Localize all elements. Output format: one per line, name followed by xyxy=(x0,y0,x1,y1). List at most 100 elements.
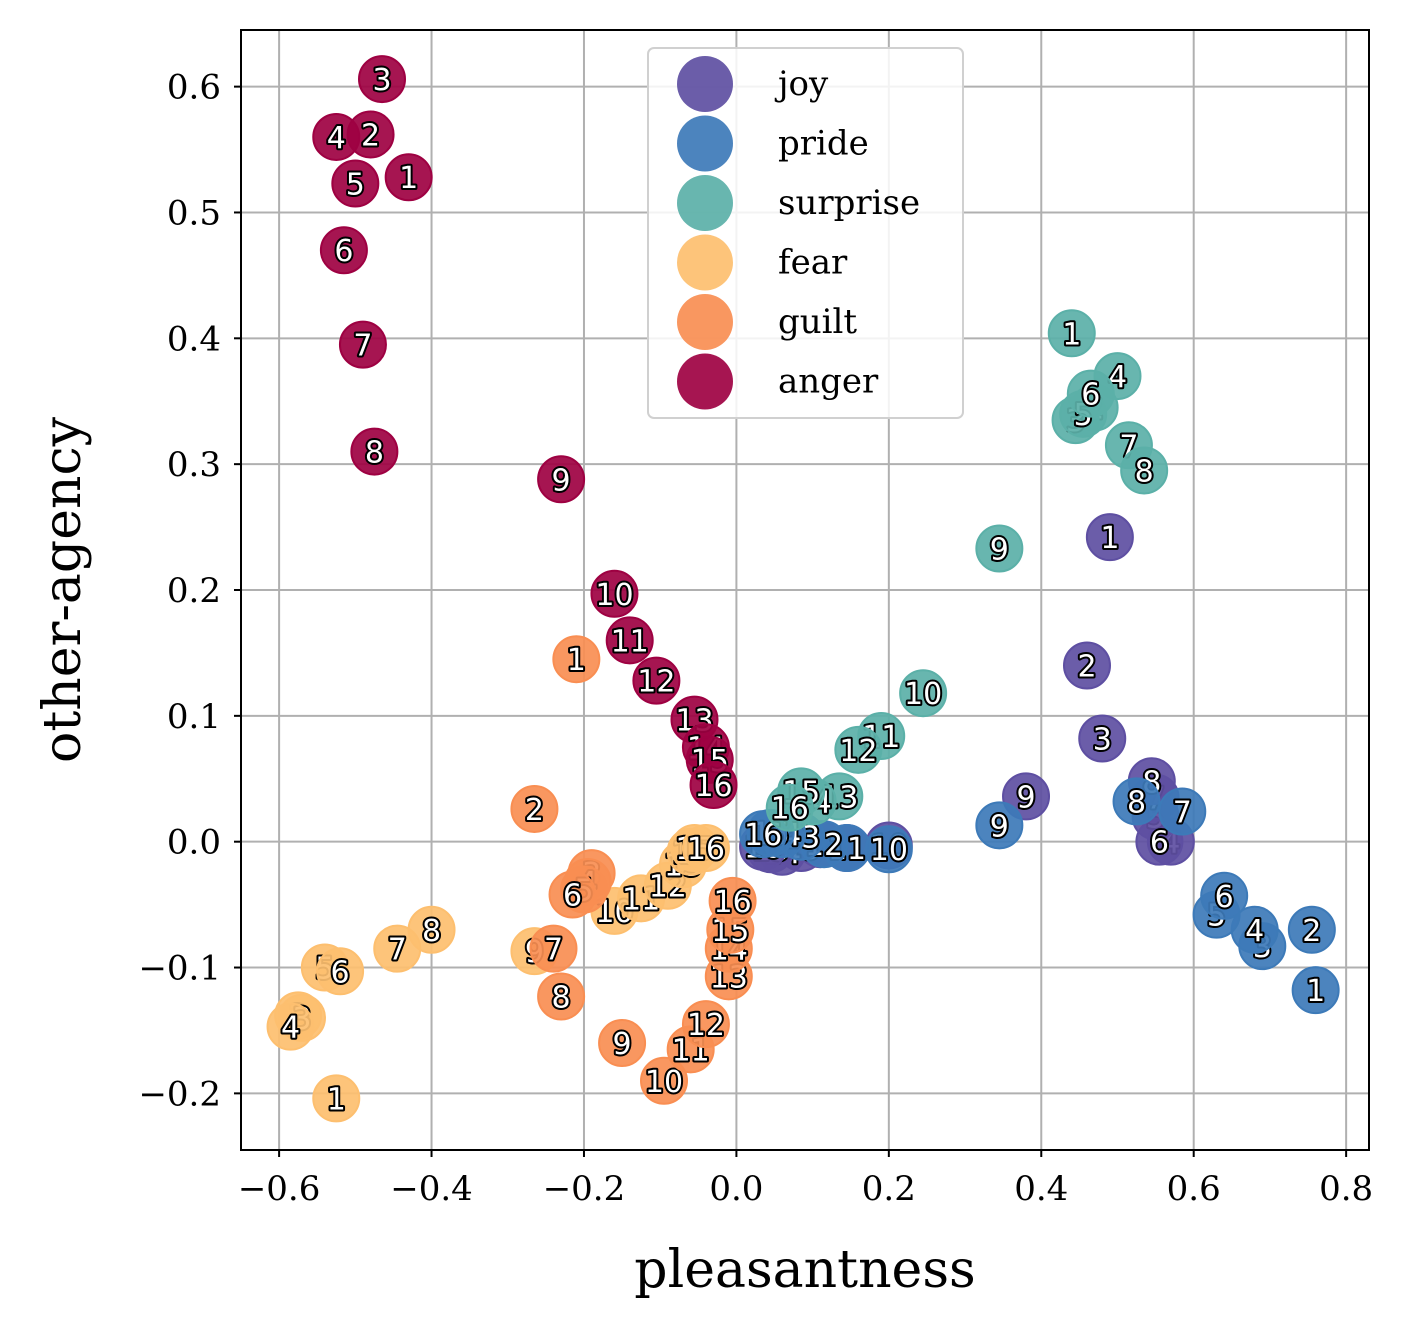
surprise-point-label: 9 xyxy=(990,532,1009,567)
surprise-point-10 xyxy=(899,669,948,718)
plot-frame xyxy=(240,29,1370,1151)
anger-point-label: 2 xyxy=(361,118,380,153)
guilt-point-label: 10 xyxy=(645,1065,683,1100)
joy-point-label: 9 xyxy=(1016,780,1035,815)
fear-point-16 xyxy=(681,823,730,872)
joy-point-label: 2 xyxy=(1077,650,1096,685)
legend-label-joy: joy xyxy=(774,64,829,104)
surprise-point-8 xyxy=(1120,446,1169,495)
guilt-point-12 xyxy=(681,1000,730,1049)
anger-point-label: 11 xyxy=(611,624,649,659)
legend-marker-pride xyxy=(677,115,733,172)
y-tick-label: 0.2 xyxy=(167,571,221,611)
y-axis-label: other-agency xyxy=(33,416,93,763)
x-axis-ticks: −0.6 −0.4 −0.2 0.0 0.2 0.4 0.6 0.8 xyxy=(238,1150,1373,1209)
pride-point-9 xyxy=(975,801,1024,850)
guilt-point-8 xyxy=(537,972,586,1021)
pride-point-label: 1 xyxy=(1306,974,1325,1009)
y-tick-label: 0.1 xyxy=(167,697,221,737)
pride-point-label: 9 xyxy=(990,809,1009,844)
anger-point-label: 10 xyxy=(595,578,633,613)
x-tick-label: −0.4 xyxy=(390,1169,473,1209)
fear-point-1 xyxy=(312,1074,361,1123)
pride-point-label: 8 xyxy=(1127,785,1146,820)
pride-point-1 xyxy=(1291,966,1340,1015)
fear-point-label: 1 xyxy=(327,1082,346,1117)
series-anger: 12345678910111213141516 xyxy=(312,55,738,810)
pride-point-6 xyxy=(1200,871,1249,920)
y-tick-label: 0.0 xyxy=(167,823,221,863)
pride-point-7 xyxy=(1158,787,1207,836)
anger-point-8 xyxy=(350,427,399,476)
guilt-point-7 xyxy=(529,924,578,973)
anger-point-label: 3 xyxy=(372,63,391,98)
pride-point-label: 10 xyxy=(870,833,908,868)
legend: joy pride surprise fear guilt anger xyxy=(647,47,964,419)
guilt-point-label: 7 xyxy=(544,933,563,968)
fear-point-8 xyxy=(407,905,456,954)
pride-point-label: 7 xyxy=(1173,795,1192,830)
anger-point-label: 8 xyxy=(365,436,384,471)
legend-label-anger: anger xyxy=(778,362,879,402)
anger-point-label: 12 xyxy=(637,665,675,700)
legend-marker-joy xyxy=(677,56,733,112)
guilt-point-9 xyxy=(598,1019,647,1068)
x-tick-label: 0.6 xyxy=(1167,1169,1221,1209)
anger-point-16 xyxy=(689,761,738,810)
anger-point-10 xyxy=(590,569,639,618)
fear-point-label: 8 xyxy=(422,914,441,949)
y-tick-label: 0.6 xyxy=(167,68,221,108)
fear-point-label: 4 xyxy=(281,1011,300,1046)
data-points: 1234567891011121314151612345678910111213… xyxy=(266,55,1340,1123)
anger-point-6 xyxy=(319,226,368,275)
joy-point-label: 3 xyxy=(1093,722,1112,757)
anger-point-label: 16 xyxy=(694,769,732,804)
fear-point-label: 6 xyxy=(331,955,350,990)
surprise-point-1 xyxy=(1047,309,1096,358)
x-tick-label: −0.2 xyxy=(543,1169,626,1209)
fear-point-6 xyxy=(316,947,365,996)
legend-label-fear: fear xyxy=(778,243,848,283)
guilt-point-label: 6 xyxy=(563,879,582,914)
fear-point-label: 7 xyxy=(388,933,407,968)
x-tick-label: 0.4 xyxy=(1014,1169,1068,1209)
joy-point-1 xyxy=(1085,513,1134,562)
legend-marker-anger xyxy=(677,353,733,410)
x-tick-label: 0.0 xyxy=(709,1169,763,1209)
guilt-point-label: 9 xyxy=(613,1027,632,1062)
x-tick-label: 0.2 xyxy=(862,1169,916,1209)
anger-point-label: 9 xyxy=(552,463,571,498)
surprise-point-label: 16 xyxy=(771,792,809,827)
anger-point-label: 7 xyxy=(353,329,372,364)
x-tick-label: 0.8 xyxy=(1319,1169,1373,1209)
legend-label-surprise: surprise xyxy=(778,183,920,223)
y-axis-ticks: −0.2 −0.1 0.0 0.1 0.2 0.3 0.4 0.5 0.6 xyxy=(138,68,241,1114)
pride-point-8 xyxy=(1112,777,1161,826)
x-axis-label: pleasantness xyxy=(634,1240,975,1300)
guilt-point-1 xyxy=(552,635,601,684)
y-tick-label: −0.2 xyxy=(138,1074,221,1114)
fear-point-label: 16 xyxy=(687,832,725,867)
anger-point-7 xyxy=(338,320,387,369)
legend-marker-surprise xyxy=(677,175,733,231)
surprise-point-12 xyxy=(834,725,883,774)
guilt-point-label: 16 xyxy=(714,885,752,920)
guilt-point-16 xyxy=(708,876,757,925)
surprise-point-label: 10 xyxy=(904,677,942,712)
anger-point-12 xyxy=(632,656,681,705)
joy-point-3 xyxy=(1078,714,1127,763)
series-pride: 12345678910111213141516 xyxy=(739,777,1340,1015)
y-tick-label: 0.3 xyxy=(167,445,221,485)
y-tick-label: −0.1 xyxy=(138,949,221,989)
anger-point-label: 5 xyxy=(346,168,365,203)
anger-point-3 xyxy=(358,55,406,104)
series-guilt: 12345678910111213141516 xyxy=(510,635,757,1105)
joy-point-label: 6 xyxy=(1150,826,1169,861)
x-tick-label: −0.6 xyxy=(238,1169,321,1209)
anger-point-label: 4 xyxy=(327,121,346,156)
surprise-point-9 xyxy=(975,524,1024,573)
anger-point-label: 1 xyxy=(399,161,418,196)
guilt-point-2 xyxy=(510,784,559,833)
guilt-point-label: 1 xyxy=(567,643,586,678)
